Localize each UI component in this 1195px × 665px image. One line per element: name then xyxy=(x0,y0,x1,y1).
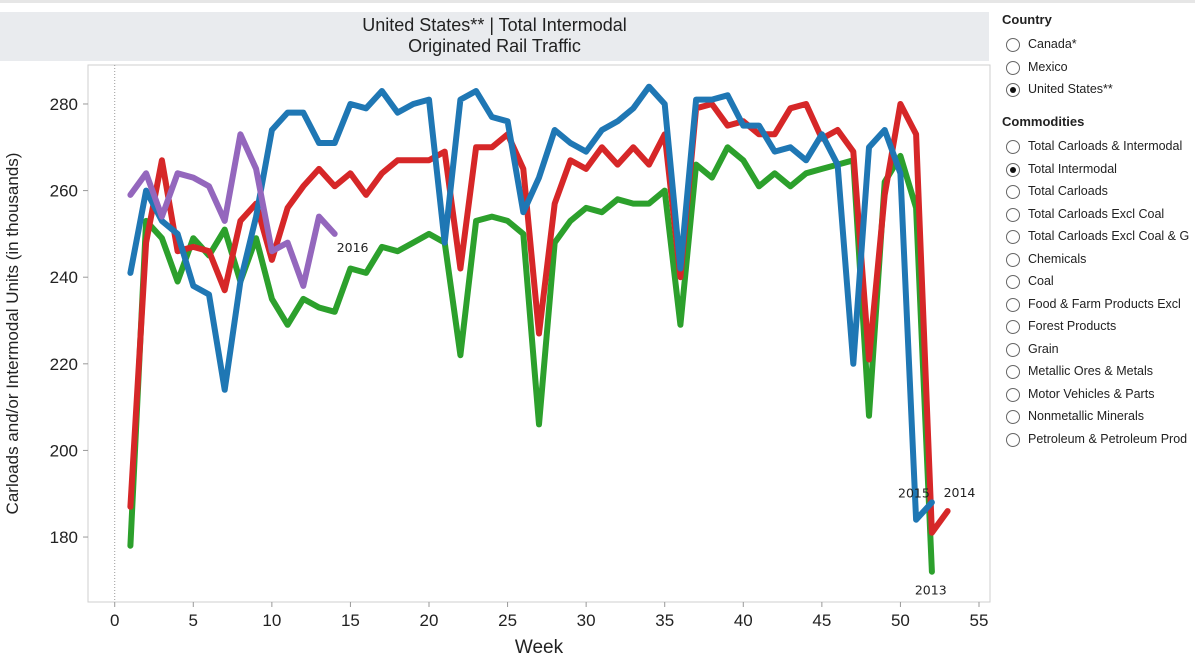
radio-button[interactable] xyxy=(1006,275,1020,289)
x-tick-label: 0 xyxy=(110,611,119,630)
commodity-option-label: Total Carloads Excl Coal xyxy=(1028,206,1165,221)
commodity-option-label: Petroleum & Petroleum Prod xyxy=(1028,431,1188,446)
filter-panel: Country Canada* Mexico United States** Com… xyxy=(1000,0,1195,665)
chart-subtitle: Originated Rail Traffic xyxy=(408,36,581,56)
line-chart: 0 5 10 15 20 25 30 35 40 45 50 55 180 200 220 240 260 280… xyxy=(3,64,991,658)
radio-button[interactable] xyxy=(1006,207,1020,222)
top-border xyxy=(0,0,1195,3)
y-tick-label: 220 xyxy=(50,355,78,374)
commodity-option-label: Grain xyxy=(1028,341,1059,356)
series-line-2013 xyxy=(127,144,935,575)
x-axis-label: Week xyxy=(515,637,564,658)
x-tick-label: 45 xyxy=(812,611,831,630)
commodities-heading: Commodities xyxy=(1002,114,1085,129)
y-tick-label: 240 xyxy=(50,268,78,287)
series-label-2014: 2014 xyxy=(944,485,976,500)
radio-button[interactable] xyxy=(1006,432,1020,447)
radio-button[interactable] xyxy=(1006,83,1020,97)
radio-button[interactable] xyxy=(1006,38,1020,52)
radio-button[interactable] xyxy=(1006,342,1020,357)
commodity-option-label: Total Carloads & Intermodal xyxy=(1028,139,1183,153)
x-tick-label: 5 xyxy=(189,611,198,630)
radio-button[interactable] xyxy=(1006,297,1020,312)
radio-button[interactable] xyxy=(1006,140,1020,154)
series-line-2016 xyxy=(127,131,338,289)
radio-button[interactable] xyxy=(1006,387,1020,402)
country-option-label: Mexico xyxy=(1028,59,1068,74)
country-heading: Country xyxy=(1002,12,1052,27)
x-tick-label: 25 xyxy=(498,611,517,630)
y-tick-label: 260 xyxy=(50,182,78,201)
radio-button[interactable] xyxy=(1006,410,1020,424)
commodity-option-label: Nonmetallic Minerals xyxy=(1028,409,1145,423)
commodity-option-label: Metallic Ores & Metals xyxy=(1028,364,1154,378)
radio-button[interactable] xyxy=(1006,185,1020,199)
commodity-option-label: Motor Vehicles & Parts xyxy=(1028,386,1155,401)
y-tick-label: 180 xyxy=(50,528,78,547)
commodity-option-label: Chemicals xyxy=(1028,251,1087,266)
y-tick-label: 280 xyxy=(50,95,78,114)
x-tick-label: 30 xyxy=(577,611,596,630)
x-tick-label: 35 xyxy=(655,611,674,630)
chart-title: United States** | Total Intermodal xyxy=(362,15,627,35)
y-axis-label: Carloads and/or Intermodal Units (in tho… xyxy=(3,153,22,515)
radio-button[interactable] xyxy=(1006,252,1020,267)
x-tick-label: 55 xyxy=(970,611,989,630)
commodity-option-label: Total Carloads xyxy=(1028,184,1108,198)
country-option-label: Canada* xyxy=(1028,37,1077,51)
radio-button[interactable] xyxy=(1006,365,1020,379)
commodity-option-label: Total Intermodal xyxy=(1028,161,1117,176)
radio-button[interactable] xyxy=(1006,320,1020,334)
x-tick-label: 40 xyxy=(734,611,753,630)
x-tick-label: 50 xyxy=(891,611,910,630)
y-tick-label: 200 xyxy=(50,441,78,460)
commodity-option-label: Coal xyxy=(1028,274,1054,288)
radio-button[interactable] xyxy=(1006,162,1020,177)
country-option-label: United States** xyxy=(1028,82,1113,96)
radio-button[interactable] xyxy=(1006,230,1020,244)
x-tick-label: 15 xyxy=(341,611,360,630)
chart-title-bar: United States** | Total Intermodal Origi… xyxy=(0,12,989,61)
series-line-2015 xyxy=(127,83,935,523)
series-label-2015: 2015 xyxy=(898,485,930,500)
series-label-2016: 2016 xyxy=(337,240,369,255)
series-line-2014 xyxy=(127,101,951,536)
radio-button[interactable] xyxy=(1006,60,1020,75)
series-label-2013: 2013 xyxy=(915,583,947,598)
commodity-option-label: Food & Farm Products Excl xyxy=(1028,296,1181,311)
commodity-option-label: Total Carloads Excl Coal & G xyxy=(1028,229,1190,243)
commodity-option-label: Forest Products xyxy=(1028,319,1117,333)
x-tick-label: 10 xyxy=(262,611,281,630)
x-tick-label: 20 xyxy=(420,611,439,630)
